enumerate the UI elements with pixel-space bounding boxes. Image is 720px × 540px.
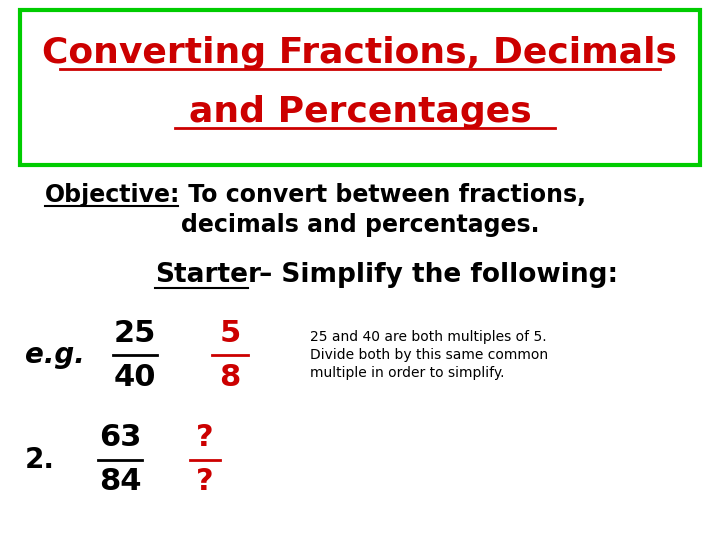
- Text: 25: 25: [114, 319, 156, 348]
- Text: ?: ?: [196, 423, 214, 453]
- Text: 84: 84: [99, 468, 141, 496]
- Text: multiple in order to simplify.: multiple in order to simplify.: [310, 366, 505, 380]
- Text: Starter: Starter: [155, 262, 261, 288]
- Text: decimals and percentages.: decimals and percentages.: [181, 213, 539, 237]
- Bar: [20, 10, 700, 165]
- Text: – Simplify the following:: – Simplify the following:: [250, 262, 618, 288]
- Text: Objective:: Objective:: [45, 183, 181, 207]
- Text: 25 and 40 are both multiples of 5.: 25 and 40 are both multiples of 5.: [310, 330, 546, 344]
- Text: Converting Fractions, Decimals: Converting Fractions, Decimals: [42, 36, 678, 70]
- Text: 63: 63: [99, 423, 141, 453]
- Text: 5: 5: [220, 319, 240, 348]
- Text: ?: ?: [196, 468, 214, 496]
- Text: and Percentages: and Percentages: [189, 95, 531, 129]
- Text: 40: 40: [114, 362, 156, 392]
- Text: 8: 8: [220, 362, 240, 392]
- Text: 2.: 2.: [25, 446, 55, 474]
- Text: e.g.: e.g.: [25, 341, 85, 369]
- Text: To convert between fractions,: To convert between fractions,: [180, 183, 586, 207]
- Text: Divide both by this same common: Divide both by this same common: [310, 348, 548, 362]
